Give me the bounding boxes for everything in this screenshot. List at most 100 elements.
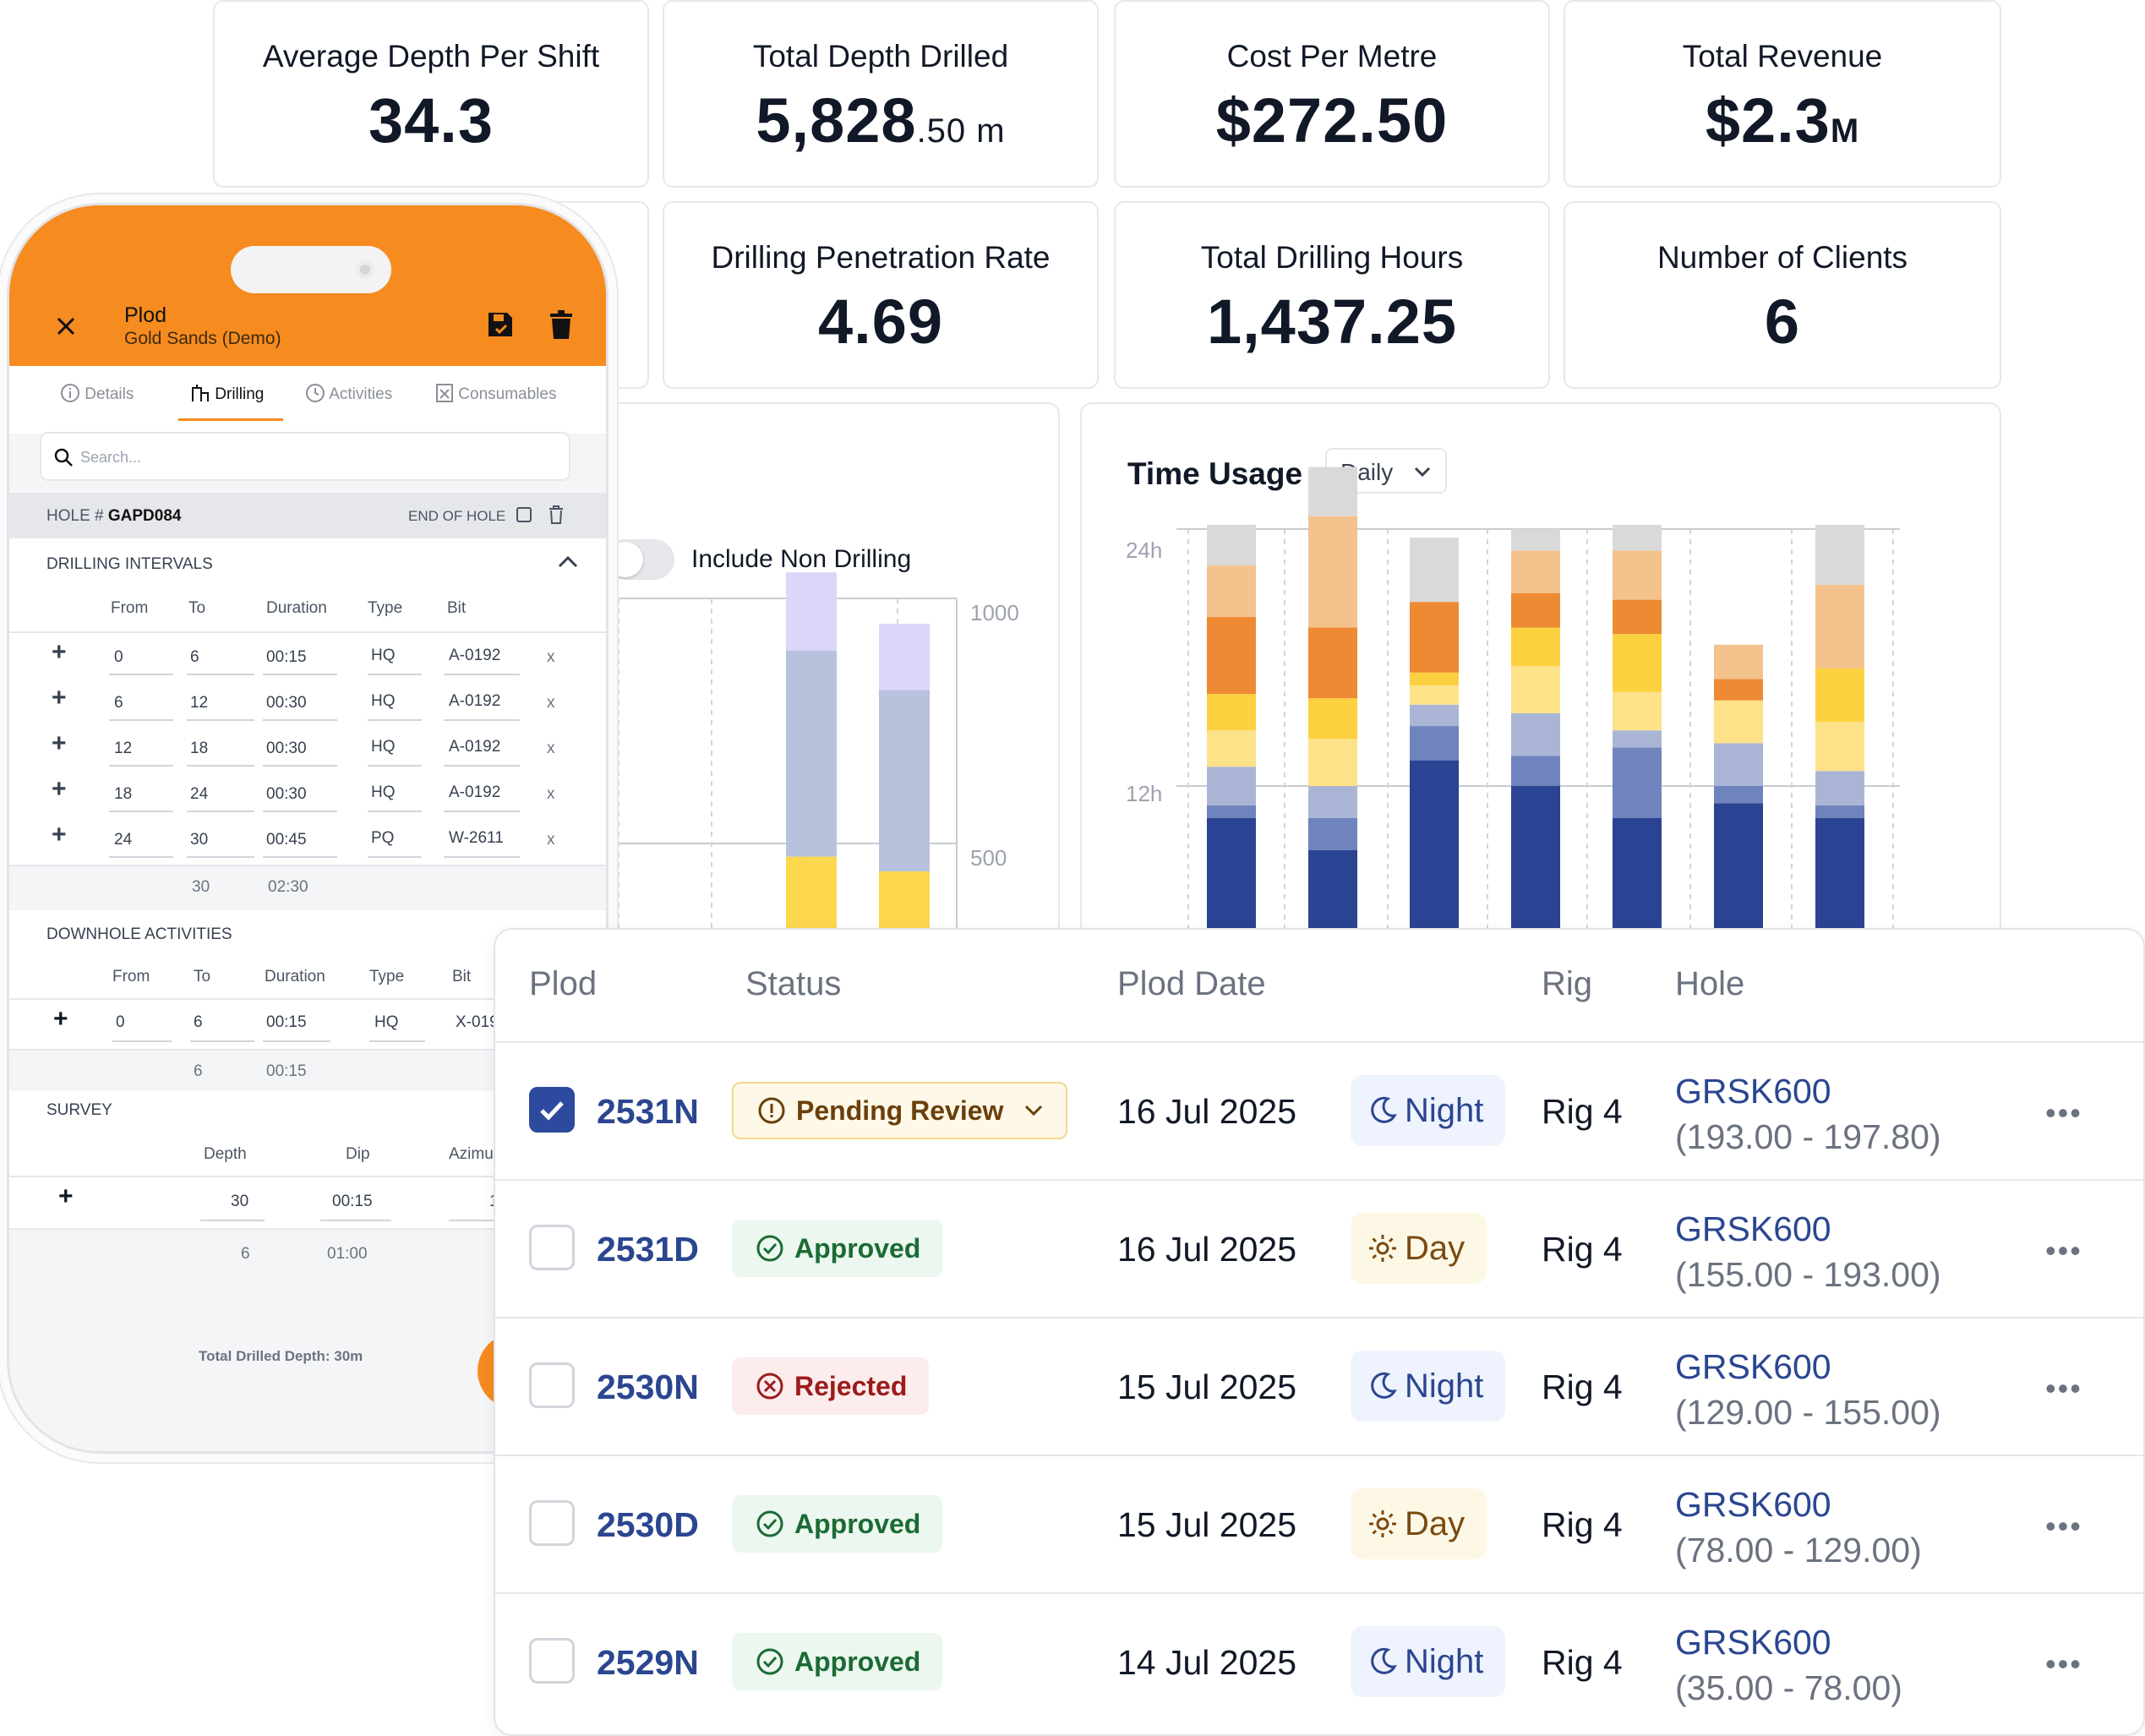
- cell-duration[interactable]: 00:30: [266, 740, 307, 757]
- cell-dip[interactable]: 00:15: [332, 1193, 373, 1210]
- status-badge[interactable]: Pending Review: [732, 1082, 1068, 1139]
- add-row-button[interactable]: +: [52, 638, 67, 666]
- cell-to[interactable]: 30: [190, 831, 209, 849]
- bar-segment: [1207, 565, 1256, 617]
- table-row[interactable]: 2530N Rejected 15 Jul 2025 Night Rig 4 G…: [495, 1317, 2143, 1455]
- hole-range: (193.00 - 197.80): [1675, 1117, 1941, 1156]
- cell-from[interactable]: 12: [114, 740, 133, 757]
- cell-bit[interactable]: A-0192: [449, 647, 501, 664]
- row-checkbox[interactable]: [529, 1638, 575, 1684]
- cell-duration[interactable]: 00:30: [266, 785, 307, 803]
- cell-duration[interactable]: 00:45: [266, 831, 307, 849]
- trash-icon[interactable]: [549, 505, 564, 524]
- col-duration: Duration: [266, 599, 327, 617]
- row-checkbox[interactable]: [529, 1087, 575, 1133]
- cell-depth[interactable]: 30: [231, 1193, 249, 1210]
- cell-type[interactable]: HQ: [371, 647, 396, 664]
- more-actions-button[interactable]: •••: [2045, 1095, 2082, 1130]
- remove-row-button[interactable]: x: [547, 831, 555, 849]
- cell-to[interactable]: 6: [194, 1013, 203, 1031]
- cell-from[interactable]: 0: [114, 648, 123, 666]
- cell-underline: [320, 1220, 391, 1221]
- cell-to[interactable]: 6: [190, 648, 199, 666]
- cell-type[interactable]: HQ: [374, 1013, 399, 1031]
- cell-bit[interactable]: A-0192: [449, 783, 501, 801]
- search-input[interactable]: Search...: [40, 432, 570, 481]
- trash-icon[interactable]: [550, 310, 572, 339]
- hole-id[interactable]: GRSK600: [1675, 1209, 1831, 1248]
- hole-id[interactable]: GRSK600: [1675, 1347, 1831, 1386]
- add-row-button[interactable]: +: [52, 821, 67, 849]
- add-row-button[interactable]: +: [58, 1182, 74, 1210]
- cell-underline: [109, 765, 173, 767]
- cell-from[interactable]: 6: [114, 694, 123, 712]
- cell-from[interactable]: 18: [114, 785, 133, 803]
- cell-type[interactable]: HQ: [371, 692, 396, 710]
- add-row-button[interactable]: +: [53, 1005, 68, 1033]
- close-icon[interactable]: [55, 315, 77, 337]
- header-hole[interactable]: Hole: [1675, 965, 1745, 1002]
- hole-id[interactable]: GRSK600: [1675, 1072, 1831, 1111]
- remove-row-button[interactable]: x: [547, 648, 555, 666]
- plod-date: 15 Jul 2025: [1117, 1505, 1297, 1544]
- cell-type[interactable]: PQ: [371, 829, 395, 847]
- header-rig[interactable]: Rig: [1542, 965, 1593, 1002]
- tab-activities[interactable]: Activities: [305, 383, 392, 404]
- row-checkbox[interactable]: [529, 1500, 575, 1546]
- more-actions-button[interactable]: •••: [2045, 1233, 2082, 1268]
- plod-id[interactable]: 2530N: [597, 1368, 699, 1406]
- tab-drilling[interactable]: Drilling: [190, 383, 264, 404]
- more-actions-button[interactable]: •••: [2045, 1509, 2082, 1543]
- row-checkbox[interactable]: [529, 1362, 575, 1408]
- cell-from[interactable]: 24: [114, 831, 133, 849]
- total-duration: 02:30: [268, 878, 308, 896]
- chevron-up-icon[interactable]: [557, 554, 579, 569]
- more-actions-button[interactable]: •••: [2045, 1371, 2082, 1406]
- shift-badge: Night: [1351, 1075, 1506, 1146]
- remove-row-button[interactable]: x: [547, 694, 555, 712]
- cell-duration[interactable]: 00:30: [266, 694, 307, 712]
- hole-id[interactable]: GRSK600: [1675, 1485, 1831, 1524]
- cell-type[interactable]: HQ: [371, 783, 396, 801]
- table-row[interactable]: 2531N Pending Review 16 Jul 2025 Night R…: [495, 1041, 2143, 1179]
- remove-row-button[interactable]: x: [547, 785, 555, 803]
- stat-value: 4.69: [817, 287, 944, 357]
- more-actions-button[interactable]: •••: [2045, 1646, 2082, 1681]
- add-row-button[interactable]: +: [52, 684, 67, 712]
- tab-details[interactable]: Details: [60, 383, 134, 404]
- table-row[interactable]: 2529N Approved 14 Jul 2025 Night Rig 4 G…: [495, 1592, 2143, 1730]
- cell-to[interactable]: 24: [190, 785, 209, 803]
- cell-bit[interactable]: A-0192: [449, 692, 501, 710]
- plod-id[interactable]: 2531D: [597, 1230, 699, 1269]
- table-row[interactable]: 2530D Approved 15 Jul 2025 Day Rig 4 GRS…: [495, 1455, 2143, 1592]
- table-row[interactable]: 2531D Approved 16 Jul 2025 Day Rig 4 GRS…: [495, 1179, 2143, 1317]
- tab-consumables[interactable]: Consumables: [435, 383, 556, 404]
- cell-duration[interactable]: 00:15: [266, 648, 307, 666]
- add-row-button[interactable]: +: [52, 729, 67, 757]
- plod-id[interactable]: 2530D: [597, 1505, 699, 1544]
- cell-from[interactable]: 0: [116, 1013, 125, 1031]
- include-non-drilling-toggle[interactable]: [605, 539, 674, 580]
- cell-to[interactable]: 18: [190, 740, 209, 757]
- add-row-button[interactable]: +: [52, 775, 67, 803]
- save-icon[interactable]: [486, 310, 515, 339]
- cell-to[interactable]: 12: [190, 694, 209, 712]
- header-status[interactable]: Status: [745, 965, 842, 1002]
- end-of-hole-checkbox[interactable]: [516, 507, 532, 522]
- bar-segment: [1815, 771, 1864, 805]
- status-label: Approved: [794, 1508, 921, 1539]
- hole-id[interactable]: GRSK600: [1675, 1623, 1831, 1662]
- plod-id[interactable]: 2529N: [597, 1643, 699, 1682]
- remove-row-button[interactable]: x: [547, 740, 555, 757]
- header-plod[interactable]: Plod: [529, 965, 598, 1002]
- cell-type[interactable]: HQ: [371, 738, 396, 756]
- header-plod-date[interactable]: Plod Date: [1117, 965, 1266, 1002]
- status-label: Rejected: [794, 1370, 908, 1401]
- cell-bit[interactable]: W-2611: [449, 829, 504, 847]
- plod-id[interactable]: 2531N: [597, 1092, 699, 1131]
- row-checkbox[interactable]: [529, 1225, 575, 1270]
- cell-bit[interactable]: A-0192: [449, 738, 501, 756]
- interval-totals-row: 30 02:30: [9, 865, 606, 907]
- cell-duration[interactable]: 00:15: [266, 1013, 307, 1031]
- cell-bit[interactable]: X-019: [456, 1013, 499, 1031]
